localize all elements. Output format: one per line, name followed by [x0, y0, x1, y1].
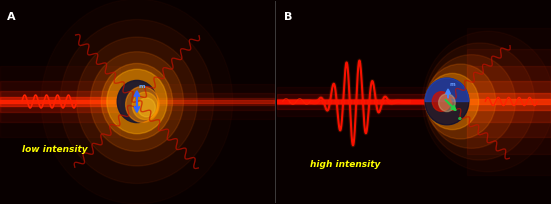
Wedge shape — [425, 79, 469, 102]
Circle shape — [425, 79, 469, 125]
Text: e: e — [458, 115, 462, 121]
Circle shape — [425, 79, 469, 125]
Circle shape — [126, 87, 159, 123]
Text: B: B — [284, 12, 293, 22]
Text: m: m — [449, 82, 455, 87]
Text: A: A — [7, 12, 15, 22]
Circle shape — [439, 94, 455, 112]
Text: m: m — [139, 84, 145, 89]
Circle shape — [107, 70, 167, 134]
Circle shape — [138, 98, 155, 117]
Circle shape — [425, 44, 534, 160]
Circle shape — [428, 55, 515, 149]
Circle shape — [433, 92, 451, 112]
Circle shape — [117, 81, 156, 123]
Circle shape — [77, 38, 197, 166]
Circle shape — [101, 64, 172, 140]
Circle shape — [90, 52, 183, 152]
Circle shape — [132, 93, 158, 120]
Circle shape — [426, 74, 479, 130]
Circle shape — [425, 65, 496, 139]
Circle shape — [60, 20, 214, 184]
Text: high intensity: high intensity — [310, 159, 380, 168]
Text: low intensity: low intensity — [22, 145, 88, 154]
